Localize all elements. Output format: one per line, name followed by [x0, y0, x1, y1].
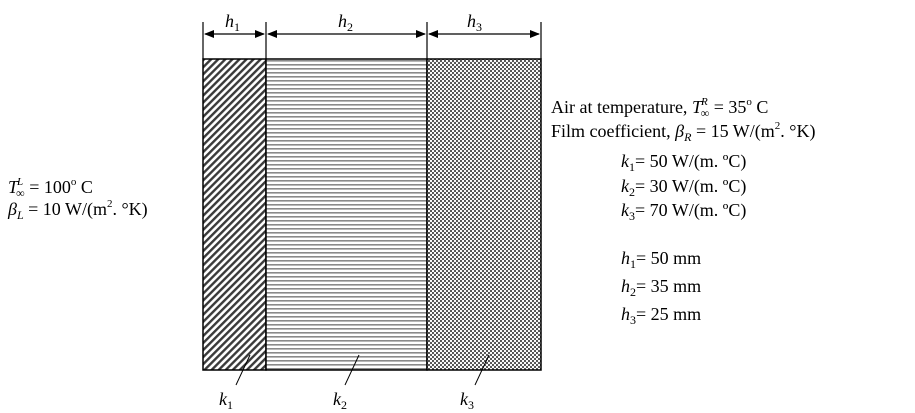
left-temperature: TL ∞ = 100o C — [8, 176, 93, 200]
dimension-lines — [202, 22, 542, 59]
property-h3: h3= 25 mm — [621, 304, 701, 327]
layer-3 — [426, 58, 542, 371]
property-h1: h1= 50 mm — [621, 248, 701, 271]
layer-1 — [202, 58, 267, 371]
property-k1: k1= 50 W/(m. ºC) — [621, 151, 746, 174]
property-h2: h2= 35 mm — [621, 276, 701, 299]
leader-k3 — [474, 354, 490, 386]
right-boundary: Air at temperature, TR ∞ = 35o C Film coe… — [551, 96, 815, 144]
leader-k1 — [235, 354, 251, 386]
right-film-coefficient: Film coefficient, βR = 15 W/(m2. °K) — [551, 120, 815, 144]
leader-k2 — [344, 354, 360, 386]
property-k3: k3= 70 W/(m. ºC) — [621, 200, 746, 223]
right-air-temperature: Air at temperature, TR ∞ = 35o C — [551, 96, 768, 120]
layer-label-k2: k2 — [333, 389, 347, 412]
layer-label-k3: k3 — [460, 389, 474, 412]
property-k2: k2= 30 W/(m. ºC) — [621, 176, 746, 199]
left-film-coefficient: βL = 10 W/(m2. °K) — [7, 198, 148, 222]
left-boundary: TL ∞ = 100o C βL = 10 W/(m2. °K) — [7, 176, 148, 222]
layer-2 — [265, 58, 428, 371]
dimension-label-h1: h1 — [225, 11, 240, 34]
layer-leaders — [235, 354, 490, 386]
dimension-label-h3: h3 — [467, 11, 482, 34]
layer-label-k1: k1 — [219, 389, 233, 412]
wall-layers — [202, 58, 542, 371]
dimension-label-h2: h2 — [338, 11, 353, 34]
property-list: k1= 50 W/(m. ºC) k2= 30 W/(m. ºC) k3= 70… — [621, 151, 746, 327]
